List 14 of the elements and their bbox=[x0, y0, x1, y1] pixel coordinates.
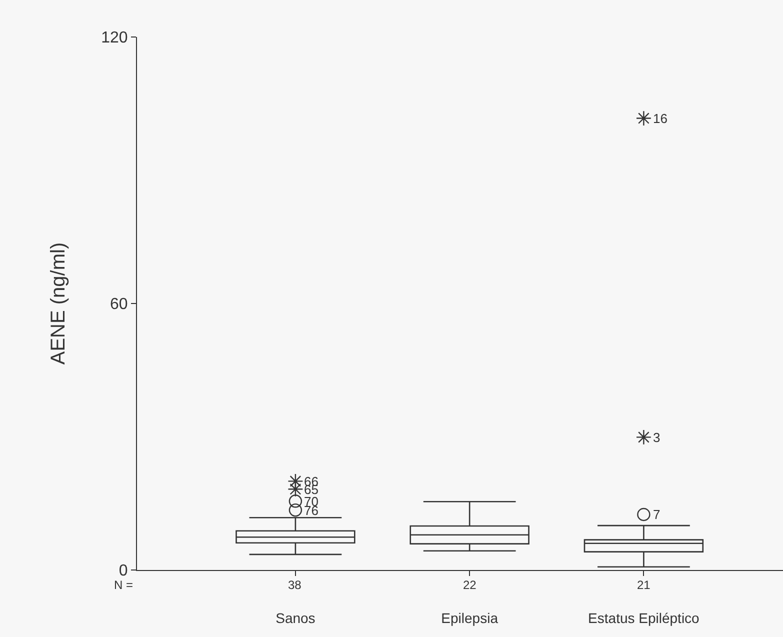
annotation: 3 bbox=[653, 430, 660, 445]
text: 21 bbox=[637, 578, 651, 592]
annotation: 7 bbox=[653, 507, 660, 522]
x-tick-label: Sanos bbox=[276, 610, 316, 626]
x-tick-label: Epilepsia bbox=[441, 610, 498, 626]
y-tick-label: 0 bbox=[118, 562, 128, 580]
y-axis-title: AENE (ng/ml) bbox=[48, 242, 70, 365]
text: 22 bbox=[463, 578, 477, 592]
y-tick-label: 120 bbox=[101, 30, 128, 47]
x-tick-label: Estatus Epiléptico bbox=[588, 610, 700, 626]
y-tick-label: 60 bbox=[110, 296, 128, 314]
text: 38 bbox=[288, 578, 302, 592]
text: N = bbox=[114, 578, 134, 592]
annotation: 16 bbox=[653, 111, 668, 126]
